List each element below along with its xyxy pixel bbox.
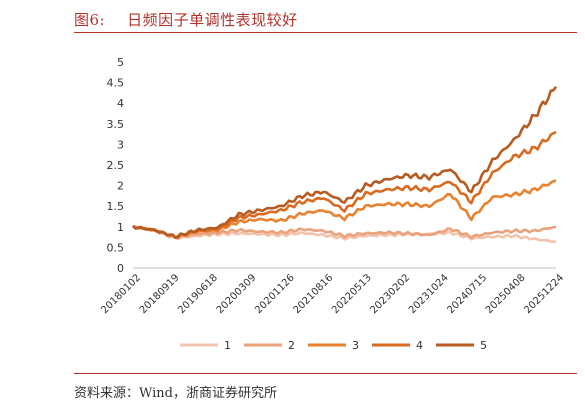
source-note: 资料来源：Wind，浙商证券研究所	[74, 386, 277, 401]
y-axis: 0 0.5 1 1.5 2 2.5 3 3.5 4 4.5 5	[107, 56, 125, 275]
y-tick-label: 0	[117, 262, 124, 275]
x-tick-label: 20180919	[138, 272, 182, 316]
y-tick-label: 4.5	[107, 77, 125, 90]
figure-title-text: 日频因子单调性表现较好	[127, 11, 298, 29]
x-axis: 2018010220180919201906182020030920201126…	[99, 272, 566, 316]
y-tick-label: 5	[117, 56, 124, 69]
x-tick-label: 20180102	[99, 272, 143, 316]
series-line-4	[132, 130, 557, 239]
x-tick-label: 20231024	[407, 272, 451, 316]
title-rule	[74, 32, 577, 33]
legend-label: 5	[480, 339, 487, 352]
x-tick-label: 20230202	[369, 272, 413, 316]
series-line-1	[133, 225, 557, 243]
legend-label: 3	[352, 339, 359, 352]
figure-title: 图6: 日频因子单调性表现较好	[74, 9, 298, 30]
x-tick-label: 20201126	[253, 272, 297, 316]
series-lines	[132, 85, 558, 243]
legend-label: 1	[224, 339, 231, 352]
legend-label: 2	[288, 339, 295, 352]
x-tick-label: 20240715	[445, 272, 489, 316]
y-tick-label: 3.5	[107, 118, 125, 131]
legend: 1 2 3 4 5	[180, 339, 487, 352]
x-tick-label: 20250408	[484, 272, 528, 316]
y-tick-label: 2	[117, 180, 124, 193]
x-tick-label: 20210816	[292, 272, 336, 316]
x-tick-label: 20190618	[176, 272, 220, 316]
y-tick-label: 0.5	[107, 241, 125, 254]
x-tick-label: 20200309	[215, 272, 259, 316]
y-tick-label: 1.5	[107, 200, 125, 213]
y-tick-label: 2.5	[107, 159, 125, 172]
source-rule	[74, 373, 577, 374]
x-tick-label: 20251224	[522, 272, 566, 316]
y-tick-label: 1	[117, 221, 124, 234]
y-tick-label: 3	[117, 138, 124, 151]
x-tick-label: 20220513	[330, 272, 374, 316]
y-tick-label: 4	[117, 97, 124, 110]
legend-label: 4	[416, 339, 423, 352]
figure-number: 图6:	[74, 11, 106, 29]
series-line-2	[132, 224, 557, 240]
series-line-5	[132, 85, 558, 239]
